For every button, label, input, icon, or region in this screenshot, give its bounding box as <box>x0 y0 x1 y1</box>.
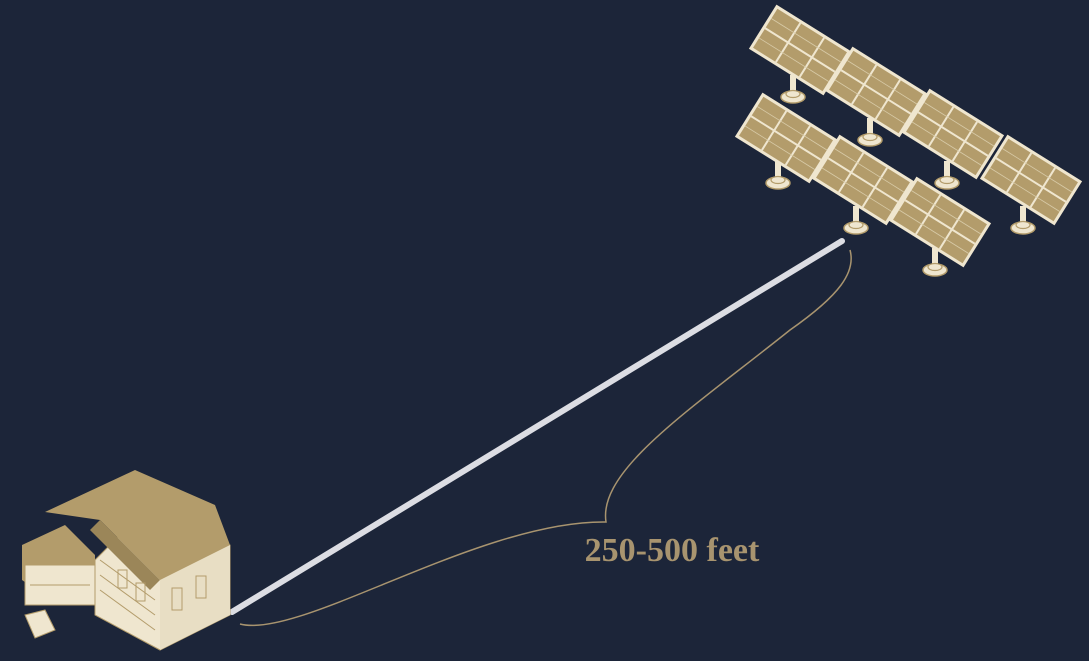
distance-label: 250-500 feet <box>585 532 760 569</box>
distance-brace <box>239 249 852 627</box>
house <box>22 470 231 651</box>
cable <box>229 238 845 615</box>
